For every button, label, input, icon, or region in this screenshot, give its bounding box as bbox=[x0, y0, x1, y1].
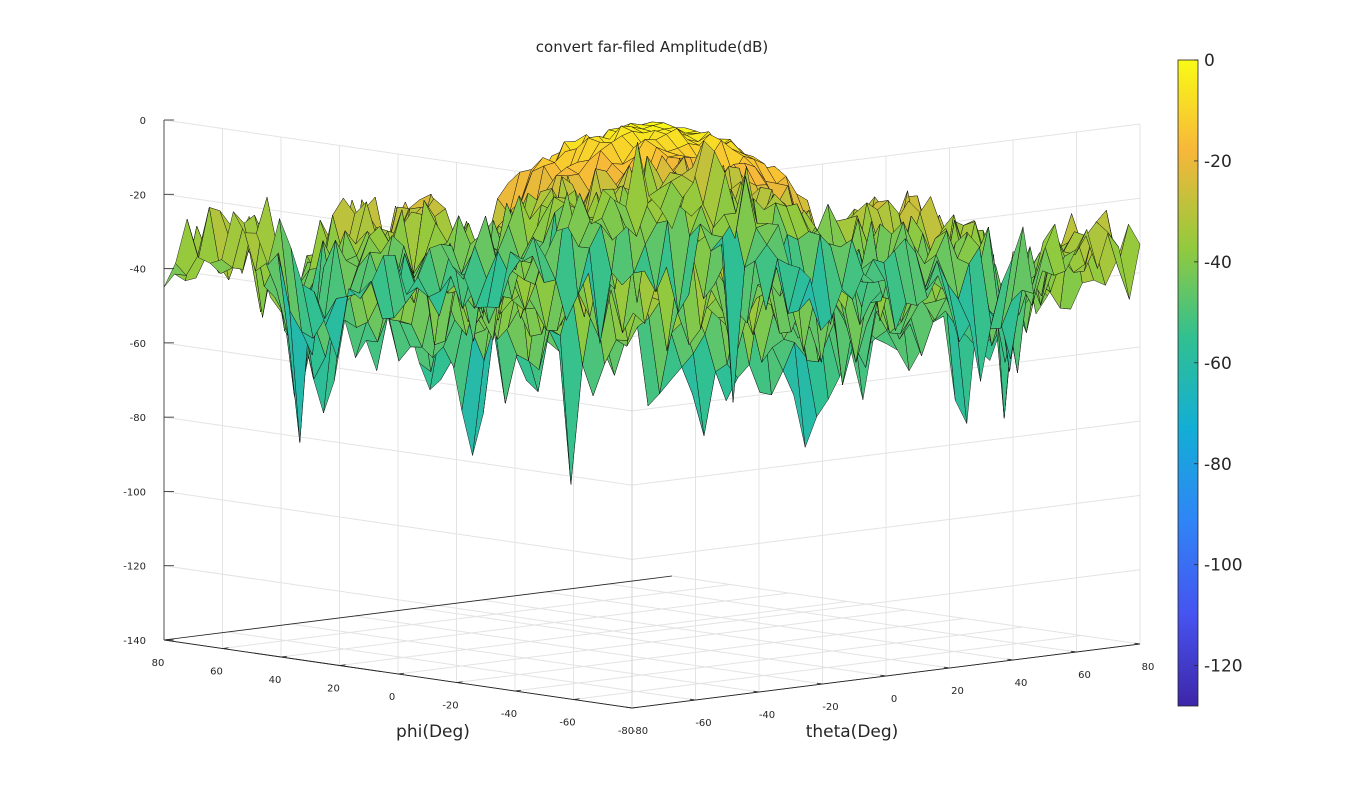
theta-tick-label: 20 bbox=[951, 686, 964, 697]
colorbar-tick-label: -40 bbox=[1204, 253, 1232, 273]
axes-layer: 0 -20 -40 -60 -80 -100 -120 -140 -80 -60 -40 -20 0 20… bbox=[123, 116, 1154, 737]
z-tick-label: -140 bbox=[123, 636, 146, 647]
phi-tick-label: 80 bbox=[152, 658, 165, 669]
colorbar-tick-label: -100 bbox=[1204, 556, 1243, 576]
colorbar-ticks: 0 -20 -40 -60 -80 -100 -120 bbox=[1194, 51, 1243, 677]
theta-tick-label: -40 bbox=[759, 710, 775, 721]
phi-tick-label: -60 bbox=[559, 718, 575, 729]
theta-tick-label: -20 bbox=[822, 702, 838, 713]
colorbar bbox=[1177, 59, 1199, 707]
phi-tick-label: -20 bbox=[442, 701, 458, 712]
phi-tick-label: -80 bbox=[618, 726, 634, 737]
colorbar-tick-label: -80 bbox=[1204, 455, 1232, 475]
phi-tick-label: 20 bbox=[327, 684, 340, 695]
surface-patch bbox=[660, 180, 683, 230]
colorbar-tick-label: 0 bbox=[1204, 51, 1215, 71]
surface-layer bbox=[163, 121, 1141, 485]
theta-tick-label: 40 bbox=[1015, 678, 1028, 689]
z-tick-label: -20 bbox=[130, 190, 146, 201]
colorbar-tick-label: -120 bbox=[1204, 657, 1243, 677]
theta-tick-label: 80 bbox=[1142, 662, 1155, 673]
theta-tick-label: 60 bbox=[1078, 670, 1091, 681]
z-tick-label: -100 bbox=[123, 487, 146, 498]
colorbar-tick-label: -60 bbox=[1204, 354, 1232, 374]
phi-tick-label: 0 bbox=[389, 692, 395, 703]
theta-tick-label: -60 bbox=[695, 718, 711, 729]
z-tick-label: -60 bbox=[130, 339, 146, 350]
phi-tick-label: 40 bbox=[269, 675, 282, 686]
chart-title: convert far-filed Amplitude(dB) bbox=[536, 38, 768, 56]
phi-axis-label: phi(Deg) bbox=[396, 722, 470, 742]
colorbar-tick-label: -20 bbox=[1204, 152, 1232, 172]
z-tick-label: 0 bbox=[140, 116, 146, 127]
theta-tick-label: -80 bbox=[632, 726, 648, 737]
phi-tick-label: -40 bbox=[501, 709, 517, 720]
theta-tick-label: 0 bbox=[891, 694, 897, 705]
theta-axis-label: theta(Deg) bbox=[806, 722, 899, 742]
z-tick-label: -80 bbox=[130, 413, 146, 424]
z-tick-label: -40 bbox=[130, 265, 146, 276]
phi-tick-label: 60 bbox=[210, 667, 223, 678]
z-tick-label: -120 bbox=[123, 562, 146, 573]
